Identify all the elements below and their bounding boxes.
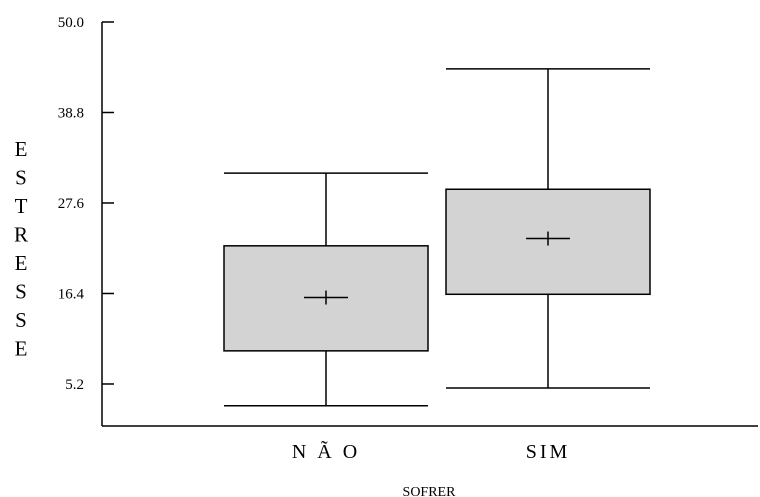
- x-axis-title: SOFRER: [403, 485, 457, 497]
- y-axis-title-letter: S: [15, 166, 27, 190]
- y-tick-label: 38.8: [58, 105, 84, 121]
- y-axis-title-letter: R: [14, 223, 28, 247]
- y-tick-label: 50.0: [58, 15, 84, 31]
- x-category-label: SIM: [526, 441, 571, 463]
- boxes: [223, 68, 651, 407]
- x-category-label: N Ã O: [292, 439, 360, 463]
- y-tick-label: 27.6: [58, 196, 85, 212]
- axes: [101, 22, 758, 427]
- y-axis-title-letter: E: [15, 251, 28, 275]
- y-axis-title-letter: S: [15, 308, 27, 332]
- y-tick-label: 16.4: [58, 286, 85, 302]
- y-axis-ticks: 5.2 16.4 27.6 38.8 50.0: [58, 15, 114, 393]
- y-axis-title-letter: S: [15, 280, 27, 304]
- box-sim: [445, 68, 651, 389]
- box-nao: [223, 172, 429, 407]
- y-axis-title-letter: E: [15, 137, 28, 161]
- y-tick-label: 5.2: [65, 377, 84, 393]
- y-axis-title-letter: E: [15, 337, 28, 361]
- y-axis-title-letter: T: [15, 194, 28, 218]
- x-axis-category-labels: N Ã O SIM: [292, 439, 571, 463]
